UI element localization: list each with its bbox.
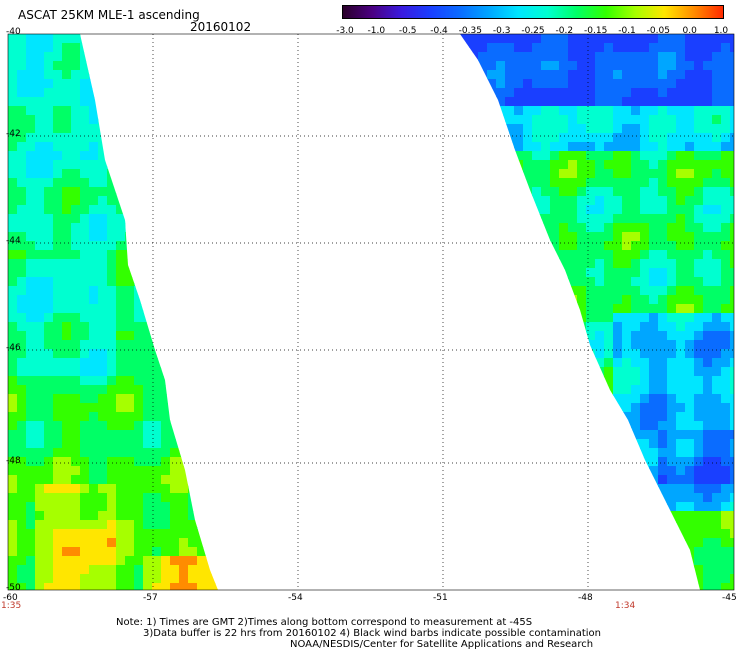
longitude-label: -48 [578, 593, 593, 603]
colorbar-label: -0.35 [458, 26, 482, 36]
colorbar-label: -0.5 [398, 26, 417, 36]
latitude-label: -46 [6, 343, 21, 353]
colorbar-label: -0.4 [430, 26, 448, 36]
map-date: 20160102 [190, 20, 252, 34]
left-swath-time: 1:35 [1, 601, 22, 611]
note-line-2: 3)Data buffer is 22 hrs from 20160102 4)… [143, 628, 601, 639]
colorbar-label: -0.1 [618, 26, 636, 36]
colorbar-label: -0.3 [492, 26, 511, 36]
left-swath [8, 34, 218, 590]
colorbar-label: 0.0 [682, 26, 697, 36]
right-swath-time: 1:34 [615, 601, 636, 611]
note-line-3: NOAA/NESDIS/Center for Satellite Applica… [290, 639, 594, 650]
longitude-label: -51 [433, 593, 448, 603]
latitude-label: -42 [6, 129, 21, 139]
latitude-label: -40 [6, 27, 21, 37]
colorbar-label: -1.0 [367, 26, 386, 36]
colorbar-label: 1.0 [713, 26, 729, 36]
colorbar [342, 5, 724, 19]
colorbar-label: -0.25 [521, 26, 545, 36]
colorbar-label: -0.2 [555, 26, 574, 36]
longitude-label: -54 [288, 593, 303, 603]
note-line-1: Note: 1) Times are GMT 2)Times along bot… [116, 617, 533, 628]
colorbar-label: -0.05 [646, 26, 670, 36]
map-title: ASCAT 25KM MLE-1 ascending [18, 8, 200, 22]
map-frame [7, 33, 735, 591]
longitude-label: -57 [143, 593, 158, 603]
longitude-label: -45 [722, 593, 737, 603]
colorbar-label: -3.0 [336, 26, 354, 36]
latitude-label: -44 [6, 236, 21, 246]
latitude-label: -48 [6, 456, 21, 466]
latitude-label: -50 [6, 583, 21, 593]
lat-lon-grid [8, 34, 734, 590]
colorbar-label: -0.15 [584, 26, 608, 36]
longitude-label: -60 [3, 593, 18, 603]
right-swath [460, 34, 734, 590]
